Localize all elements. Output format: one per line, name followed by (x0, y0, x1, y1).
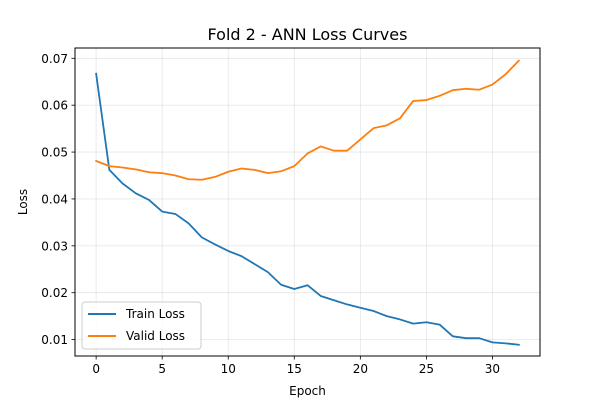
series-line-train-loss (95, 72, 520, 346)
x-axis-ticks: 0 5 10 15 20 25 30 (92, 356, 500, 376)
plot-frame (74, 47, 541, 357)
x-tick-label: 15 (287, 362, 302, 376)
x-tick-label: 5 (158, 362, 166, 376)
legend: Train Loss Valid Loss (81, 301, 202, 350)
series-lines (94, 59, 521, 346)
y-tick-label: 0.06 (41, 99, 68, 113)
x-tick-label: 10 (221, 362, 236, 376)
y-tick-label: 0.01 (41, 333, 68, 347)
x-tick-label: 30 (485, 362, 500, 376)
legend-train-loss-label: Train Loss (125, 307, 185, 321)
x-tick-label: 25 (419, 362, 434, 376)
y-tick-label: 0.03 (41, 239, 68, 253)
y-axis-ticks: 0.01 0.02 0.03 0.04 0.05 0.06 0.07 (41, 52, 75, 347)
x-tick-label: 0 (92, 362, 100, 376)
y-axis-label: Loss (16, 189, 30, 215)
y-tick-label: 0.02 (41, 286, 68, 300)
y-tick-label: 0.07 (41, 52, 68, 66)
x-axis-label: Epoch (289, 384, 326, 398)
chart-title: Fold 2 - ANN Loss Curves (208, 25, 408, 44)
y-tick-label: 0.05 (41, 146, 68, 160)
y-tick-label: 0.04 (41, 192, 68, 206)
series-line-valid-loss (94, 59, 521, 181)
legend-valid-loss-label: Valid Loss (126, 329, 185, 343)
x-tick-label: 20 (353, 362, 368, 376)
